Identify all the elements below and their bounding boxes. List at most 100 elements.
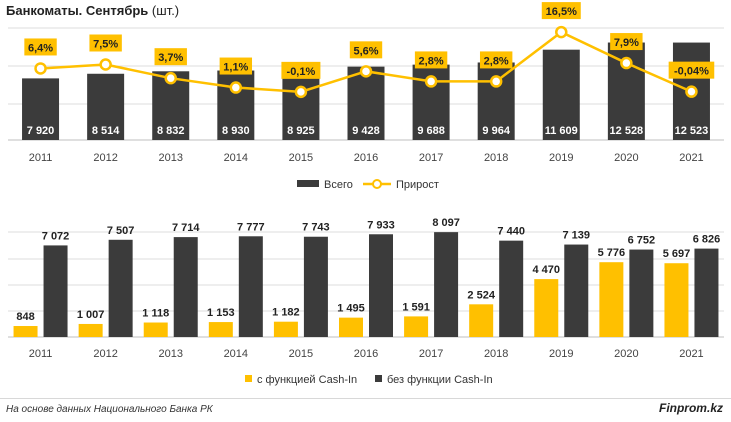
chart2-bar-nocashin [564,244,589,337]
chart1-bar-label: 7 920 [27,125,55,137]
chart2-bar-cashin [273,321,298,337]
chart-title-unit: (шт.) [151,3,180,18]
chart2-bar-cashin [78,323,103,337]
chart1-growth-label-bg [610,33,643,51]
chart2-cashin-label: 5 697 [663,248,691,260]
chart2-tick-label: 2020 [614,348,638,360]
chart1-bar-label: 12 528 [610,125,644,137]
legend-label-growth: Прирост [396,179,439,191]
chart1-growth-point [359,65,373,78]
chart2-cashin-label: 2 524 [467,289,495,301]
chart2-tick-label: 2015 [289,348,313,360]
chart2-nocashin-label: 7 777 [237,221,265,233]
chart2-cashin-label: 1 591 [402,301,430,313]
chart1-growth-label: 7,9% [614,37,639,49]
chart1-bar-label: 9 964 [482,125,510,137]
chart1-bar-label: 8 832 [157,125,185,137]
chart-title-main: Банкоматы. Сентябрь [6,3,149,18]
chart2-bar-nocashin [303,236,328,337]
chart1-growth-label-bg [349,41,383,59]
chart1-bar-total [22,78,60,140]
footer-source: На основе данных Национального Банка РК [6,404,213,415]
chart2-bar-nocashin [238,236,263,337]
chart2-cashin-label: 1 495 [337,303,365,315]
chart1-growth-label: 1,1% [223,62,248,74]
chart2-nocashin-label: 7 933 [367,219,395,231]
chart1-bar-total [542,49,580,141]
legend-swatch-cashin [245,375,252,382]
chart1-bar-label: 8 930 [222,125,250,137]
chart2-cashin-label: 1 153 [207,307,235,319]
legend-marker-growth [372,179,382,189]
chart1-bar-label: 8 925 [287,125,315,137]
chart1-tick-label: 2011 [29,152,53,164]
chart1-growth-label-bg [414,51,448,69]
chart1-growth-point [294,85,308,99]
chart2-cashin-label: 1 118 [142,308,169,320]
chart2-bar-cashin [599,262,624,337]
chart2-nocashin-label: 8 097 [432,217,460,229]
chart2-cashin-label: 848 [16,311,34,323]
chart-title: Банкоматы. Сентябрь (шт.) [6,3,179,18]
chart1-growth-point [229,81,243,94]
chart2-nocashin-label: 7 072 [42,230,70,242]
legend-swatch-total [297,180,319,187]
chart1-growth-label: -0,1% [287,66,316,78]
chart2-tick-label: 2011 [29,348,53,360]
chart1-bar-total [347,66,385,140]
chart1-growth-label: 6,4% [28,42,53,54]
chart2-bar-nocashin [499,240,524,337]
chart2-cashin-label: 1 182 [272,307,300,319]
chart1-bar-total [87,73,125,140]
chart2-tick-label: 2018 [484,348,508,360]
chart2-nocashin-label: 7 714 [172,222,200,234]
chart1-growth-point [555,25,568,39]
chart1-bar-label: 11 609 [545,125,578,137]
chart1-growth-point [489,75,503,88]
chart2-bar-cashin [404,316,429,337]
chart2-bar-nocashin [629,249,654,337]
chart2-bar-cashin [143,322,168,337]
chart1-growth-label-bg [154,48,187,66]
chart1-growth-label-bg [219,57,253,75]
chart1-growth-label-bg [89,34,122,52]
chart1-growth-label: 2,8% [419,55,444,67]
chart1-growth-point [620,56,633,70]
chart1-tick-label: 2021 [679,152,703,164]
chart2-bar-nocashin [434,232,459,337]
chart2-tick-label: 2019 [549,348,573,360]
chart1-bar-total [282,70,320,140]
chart1-tick-label: 2018 [484,152,508,164]
chart2-bar-nocashin [43,245,68,337]
chart2-tick-label: 2012 [93,348,117,360]
chart2-bar-nocashin [108,239,133,337]
legend-label-nocashin: без функции Cash-In [387,374,493,386]
chart1-growth-point [164,71,177,85]
chart1-growth-label-bg [24,38,57,56]
chart1-tick-label: 2013 [158,152,182,164]
chart1-bar-label: 8 514 [92,125,120,137]
chart2-bar-cashin [339,317,363,337]
chart2-bar-nocashin [369,234,393,337]
chart2-tick-label: 2021 [679,348,703,360]
chart1-tick-label: 2020 [614,152,638,164]
chart1-bar-label: 9 688 [417,125,445,137]
chart1-growth-label: 7,5% [93,39,118,51]
chart1-growth-point [424,75,438,88]
chart2-cashin-label: 5 776 [598,247,626,259]
chart2-bar-nocashin [694,248,719,337]
chart1-growth-point [99,58,112,71]
chart1-growth-label-bg [668,61,715,79]
chart2-nocashin-label: 7 743 [302,222,330,234]
chart2-bar-cashin [664,263,689,337]
chart1-growth-point [34,62,47,75]
chart1-tick-label: 2017 [419,152,443,164]
chart1-tick-label: 2014 [224,152,248,164]
footer-divider [0,398,731,399]
chart1-bar-label: 9 428 [352,125,380,137]
chart1-tick-label: 2019 [549,152,573,164]
chart1-growth-label: 3,7% [158,52,183,64]
chart1-tick-label: 2015 [289,152,313,164]
chart1-growth-label-bg [281,61,321,79]
